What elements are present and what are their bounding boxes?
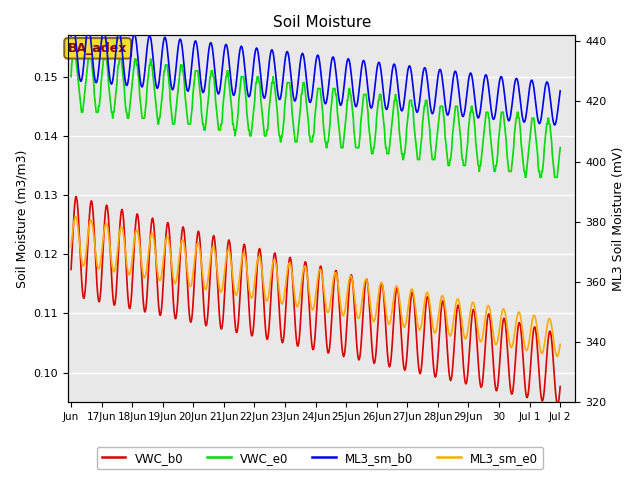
Line: ML3_sm_b0: ML3_sm_b0: [71, 27, 560, 125]
Y-axis label: Soil Moisture (m3/m3): Soil Moisture (m3/m3): [15, 149, 28, 288]
ML3_sm_e0: [352, 304, 360, 310]
ML3_sm_e0: [489, 328, 497, 334]
VWC_b0: [554, 402, 561, 408]
ML3_sm_e0: [365, 287, 372, 293]
VWC_b0: [380, 288, 387, 294]
VWC_e0: [365, 121, 372, 127]
ML3_sm_b0: [439, 79, 447, 84]
ML3_sm_e0: [554, 354, 561, 360]
VWC_e0: [69, 50, 77, 56]
VWC_b0: [365, 291, 372, 297]
VWC_b0: [489, 353, 497, 359]
VWC_e0: [380, 115, 387, 121]
ML3_sm_b0: [365, 92, 372, 98]
ML3_sm_b0: [69, 24, 77, 30]
VWC_b0: [67, 266, 75, 272]
VWC_b0: [439, 298, 447, 304]
ML3_sm_e0: [98, 250, 106, 255]
Y-axis label: ML3 Soil Moisture (mV): ML3 Soil Moisture (mV): [612, 146, 625, 291]
ML3_sm_b0: [556, 88, 564, 94]
VWC_e0: [556, 145, 564, 151]
ML3_sm_e0: [67, 244, 75, 250]
ML3_sm_b0: [352, 104, 360, 109]
ML3_sm_b0: [98, 36, 106, 42]
VWC_b0: [556, 384, 564, 389]
Line: VWC_b0: VWC_b0: [71, 196, 560, 405]
Text: BA_adex: BA_adex: [68, 42, 127, 55]
VWC_e0: [489, 156, 497, 162]
ML3_sm_e0: [439, 293, 447, 299]
VWC_b0: [72, 193, 80, 199]
ML3_sm_b0: [67, 33, 75, 39]
Line: VWC_e0: VWC_e0: [71, 53, 560, 177]
VWC_e0: [98, 74, 106, 80]
Legend: VWC_b0, VWC_e0, ML3_sm_b0, ML3_sm_e0: VWC_b0, VWC_e0, ML3_sm_b0, ML3_sm_e0: [97, 447, 543, 469]
Title: Soil Moisture: Soil Moisture: [273, 15, 371, 30]
VWC_b0: [352, 326, 360, 332]
ML3_sm_e0: [72, 214, 79, 220]
ML3_sm_b0: [489, 116, 497, 121]
ML3_sm_b0: [551, 122, 559, 128]
VWC_e0: [67, 74, 75, 80]
ML3_sm_e0: [380, 286, 387, 292]
VWC_e0: [439, 103, 447, 109]
ML3_sm_b0: [380, 88, 387, 94]
VWC_b0: [98, 273, 106, 279]
VWC_e0: [352, 145, 360, 151]
Line: ML3_sm_e0: ML3_sm_e0: [71, 217, 560, 357]
ML3_sm_e0: [556, 341, 564, 347]
VWC_e0: [522, 174, 529, 180]
